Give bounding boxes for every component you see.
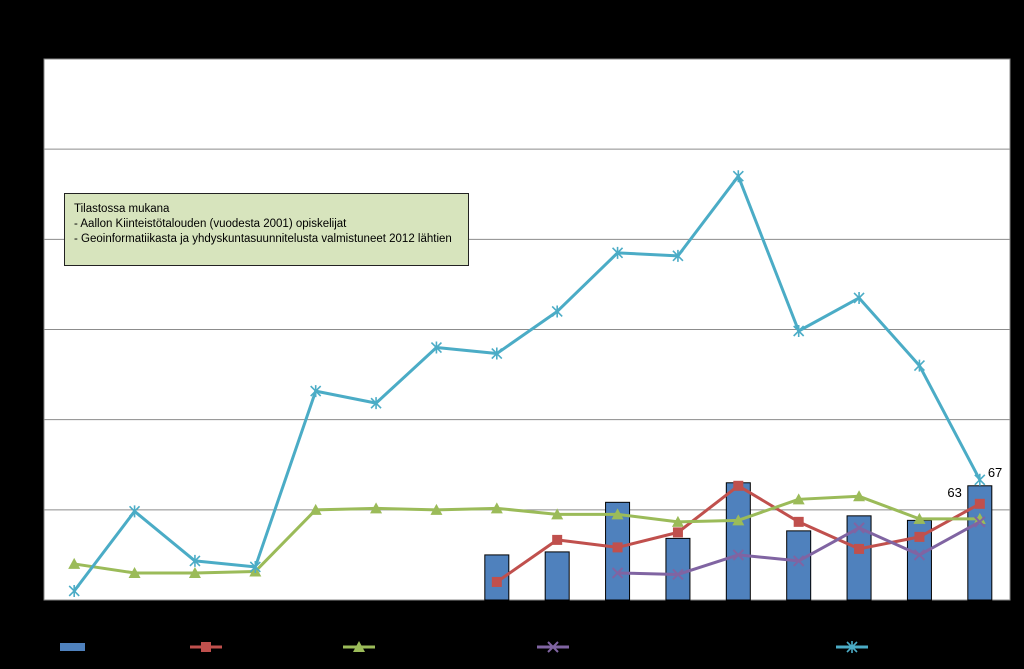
- annotation-line-2: - Aallon Kiinteistötalouden (vuodesta 20…: [74, 218, 347, 230]
- marker-star: [249, 560, 261, 573]
- annotation-box: Tilastossa mukana - Aallon Kiinteistötal…: [64, 193, 469, 266]
- line-series-1: [491, 480, 985, 587]
- marker-triangle: [551, 508, 564, 520]
- marker-star: [672, 249, 684, 262]
- legend-item-1: [190, 642, 222, 652]
- legend-swatch-bar: [60, 643, 85, 651]
- data-label: 67: [988, 465, 1002, 480]
- marker-triangle: [128, 566, 141, 578]
- marker-x: [547, 641, 559, 653]
- data-labels: 63 67: [947, 465, 1002, 500]
- marker-star: [732, 170, 744, 183]
- marker-triangle: [913, 512, 926, 524]
- marker-triangle: [490, 502, 503, 514]
- marker-square: [612, 542, 623, 553]
- marker-star: [128, 505, 141, 518]
- marker-square: [552, 534, 563, 545]
- marker-star: [189, 554, 201, 567]
- data-label: 63: [947, 485, 961, 500]
- bar: [544, 551, 570, 601]
- marker-x: [974, 516, 986, 528]
- line-series-3: [611, 516, 986, 581]
- marker-square: [672, 527, 683, 538]
- marker-triangle: [973, 512, 986, 524]
- annotation-line-3: - Geoinformatiikasta ja yhdyskuntasuunni…: [74, 233, 452, 245]
- marker-star: [68, 584, 80, 597]
- legend-item-4: [836, 641, 868, 653]
- marker-square: [854, 543, 865, 554]
- marker-x: [672, 568, 684, 581]
- marker-star: [551, 305, 563, 318]
- marker-star: [913, 359, 926, 372]
- marker-star: [853, 291, 865, 304]
- bar: [665, 537, 691, 601]
- marker-triangle: [370, 502, 383, 514]
- line-series-4: [68, 170, 986, 597]
- marker-x: [732, 549, 745, 561]
- marker-square: [914, 531, 925, 542]
- marker-triangle: [309, 503, 322, 515]
- series-line: [73, 494, 980, 575]
- bar: [725, 482, 751, 601]
- marker-triangle: [611, 508, 624, 520]
- gridlines: [44, 148, 1010, 511]
- marker-triangle: [68, 557, 81, 569]
- marker-star: [310, 385, 322, 398]
- marker-square: [201, 642, 211, 652]
- marker-square: [733, 480, 744, 491]
- marker-star: [491, 347, 503, 360]
- legend-item-3: [537, 641, 569, 653]
- marker-star: [370, 397, 382, 410]
- series-line: [72, 174, 982, 592]
- marker-triangle: [792, 493, 805, 505]
- marker-star: [974, 473, 986, 486]
- marker-triangle: [671, 515, 684, 527]
- bar: [786, 530, 812, 601]
- marker-triangle: [732, 514, 745, 526]
- marker-star: [430, 341, 443, 354]
- marker-square: [491, 576, 502, 587]
- marker-triangle: [853, 490, 866, 502]
- marker-x: [913, 549, 926, 561]
- marker-star: [846, 641, 858, 653]
- marker-triangle: [353, 641, 365, 652]
- line-series-2: [68, 490, 986, 578]
- marker-triangle: [430, 503, 443, 515]
- marker-x: [853, 522, 865, 534]
- legend: [60, 641, 868, 653]
- marker-star: [611, 246, 624, 259]
- marker-square: [974, 498, 985, 509]
- line-series-group: [68, 170, 986, 597]
- marker-square: [793, 516, 804, 527]
- legend-item-2: [343, 641, 375, 652]
- marker-star: [793, 325, 805, 338]
- annotation-line-1: Tilastossa mukana: [74, 203, 170, 215]
- marker-x: [792, 555, 805, 567]
- marker-triangle: [188, 566, 201, 578]
- marker-x: [611, 567, 624, 579]
